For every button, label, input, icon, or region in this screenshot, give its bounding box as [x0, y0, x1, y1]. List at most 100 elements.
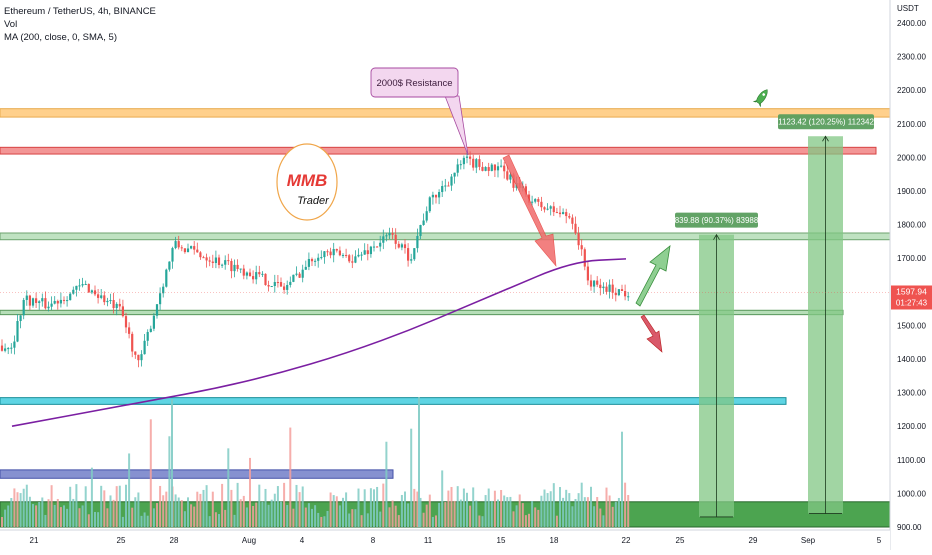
candle-body [363, 250, 366, 255]
volume-bar [10, 498, 13, 527]
candle-body [276, 282, 279, 284]
volume-bar [366, 513, 369, 527]
candle-body [568, 216, 571, 218]
candle-body [289, 281, 292, 285]
volume-bar [66, 508, 69, 527]
volume-bar [7, 505, 10, 527]
volume-bar [121, 516, 124, 527]
candle-body [245, 272, 248, 276]
candle-body [419, 224, 422, 236]
candle-body [596, 280, 599, 285]
volume-bar [162, 495, 165, 527]
candle-body [87, 284, 90, 293]
candle [140, 350, 143, 367]
symbol-title[interactable]: Ethereum / TetherUS, 4h, BINANCE [4, 6, 156, 17]
candle [103, 291, 106, 306]
candle-body [59, 299, 62, 304]
candle-body [121, 306, 124, 317]
volume-bar [239, 499, 242, 527]
volume-bar [376, 486, 379, 527]
y-tick: 2200.00 [897, 86, 926, 95]
candle [382, 229, 385, 250]
candle [400, 242, 403, 251]
volume-bar [481, 516, 484, 527]
volume-bar [196, 491, 199, 527]
candle-body [478, 159, 481, 167]
candle-body [338, 250, 341, 256]
volume-bar [295, 484, 298, 527]
volume-bar [360, 515, 363, 527]
candle [196, 242, 199, 253]
candle [431, 191, 434, 205]
candle [469, 151, 472, 166]
volume-bar [90, 467, 93, 527]
candle [131, 331, 134, 358]
ma-label[interactable]: MA (200, close, 0, SMA, 5) [4, 32, 117, 43]
candle-body [137, 354, 140, 361]
volume-bar [493, 490, 496, 527]
vol-label[interactable]: Vol [4, 19, 18, 30]
candle [283, 282, 286, 294]
candle [397, 241, 400, 249]
rocket-body [756, 89, 768, 105]
candle [72, 286, 75, 295]
volume-bar [484, 495, 487, 527]
volume-bar [512, 511, 515, 527]
candle-body [360, 254, 363, 256]
candle [124, 312, 128, 334]
volume-bar [159, 485, 162, 527]
candle-body [279, 282, 283, 287]
currency-label: USDT [897, 4, 919, 13]
candle-body [394, 234, 397, 244]
candle [292, 274, 295, 283]
candle-body [84, 284, 87, 286]
candle [602, 282, 605, 294]
candle-body [552, 206, 555, 213]
candle-body [500, 165, 503, 167]
volume-spike [171, 399, 173, 527]
resistance-callout-pointer [444, 95, 469, 156]
candle [276, 275, 279, 288]
candle-body [593, 280, 596, 287]
volume-spike [418, 397, 420, 527]
candle [496, 162, 500, 178]
candle [248, 268, 252, 277]
volume-bar [112, 499, 115, 527]
candle-body [208, 260, 211, 262]
candle-body [97, 294, 100, 298]
candle-body [481, 166, 484, 171]
candle-body [537, 199, 540, 202]
candle-body [580, 245, 583, 250]
volume-bar [255, 502, 258, 527]
candle [475, 157, 478, 174]
volume-bar [487, 488, 490, 527]
candle-body [574, 223, 577, 234]
volume-bar [298, 492, 301, 527]
volume-bar [407, 503, 410, 527]
candle [366, 243, 369, 261]
candle [487, 162, 490, 177]
candle-body [422, 220, 425, 225]
candle [233, 259, 236, 278]
volume-bar [497, 499, 499, 527]
volume-bar [125, 484, 127, 527]
candle [627, 291, 630, 302]
candle-body [620, 289, 624, 292]
volume-bar [152, 508, 155, 527]
volume-bar [410, 428, 413, 527]
volume-bar [190, 504, 193, 527]
candle-body [217, 257, 221, 266]
volume-bar [100, 485, 103, 527]
y-tick: 2000.00 [897, 153, 926, 162]
candle-body [589, 280, 593, 287]
candle [462, 155, 465, 170]
volume-bar [509, 496, 512, 527]
candle-body [140, 354, 143, 361]
volume-bar [221, 483, 224, 527]
candle-body [307, 258, 310, 267]
candle-body [372, 246, 376, 248]
volume-bar [50, 485, 53, 527]
volume-bar [537, 509, 540, 527]
x-tick: 22 [622, 536, 631, 545]
